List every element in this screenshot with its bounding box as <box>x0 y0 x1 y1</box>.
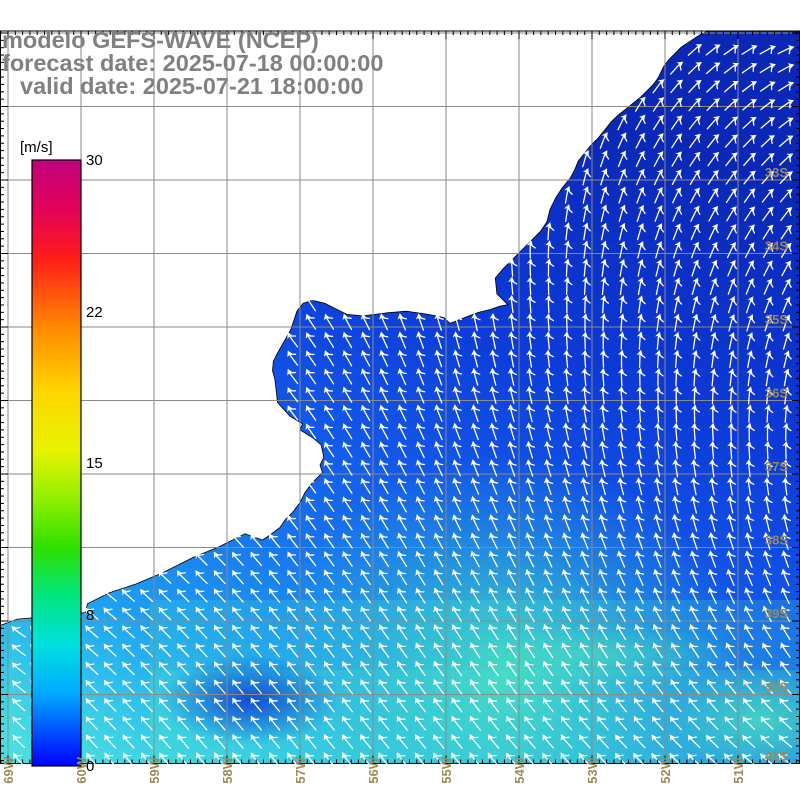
svg-text:37S: 37S <box>765 459 788 474</box>
svg-text:41S: 41S <box>765 749 788 764</box>
svg-text:57W: 57W <box>293 756 308 783</box>
svg-text:53W: 53W <box>585 756 600 783</box>
svg-text:22: 22 <box>86 304 103 321</box>
svg-text:30: 30 <box>86 152 103 169</box>
svg-text:54W: 54W <box>512 756 527 783</box>
svg-text:34S: 34S <box>765 239 788 254</box>
svg-text:15: 15 <box>86 455 103 472</box>
svg-text:39S: 39S <box>765 606 788 621</box>
svg-text:8: 8 <box>86 607 94 624</box>
svg-text:36S: 36S <box>765 386 788 401</box>
svg-text:58W: 58W <box>220 756 235 783</box>
svg-text:56W: 56W <box>366 756 381 783</box>
svg-text:52W: 52W <box>658 756 673 783</box>
svg-text:40S: 40S <box>765 680 788 695</box>
svg-text:51W: 51W <box>731 756 746 783</box>
svg-text:[m/s]: [m/s] <box>20 139 53 156</box>
svg-text:69W: 69W <box>1 756 16 783</box>
svg-text:60W: 60W <box>74 756 89 783</box>
svg-text:valid date: 2025-07-21 18:00:0: valid date: 2025-07-21 18:00:00 <box>20 73 364 99</box>
svg-text:55W: 55W <box>439 756 454 783</box>
svg-text:59W: 59W <box>147 756 162 783</box>
svg-text:33S: 33S <box>765 165 788 180</box>
svg-text:38S: 38S <box>765 533 788 548</box>
svg-text:35S: 35S <box>765 312 788 327</box>
